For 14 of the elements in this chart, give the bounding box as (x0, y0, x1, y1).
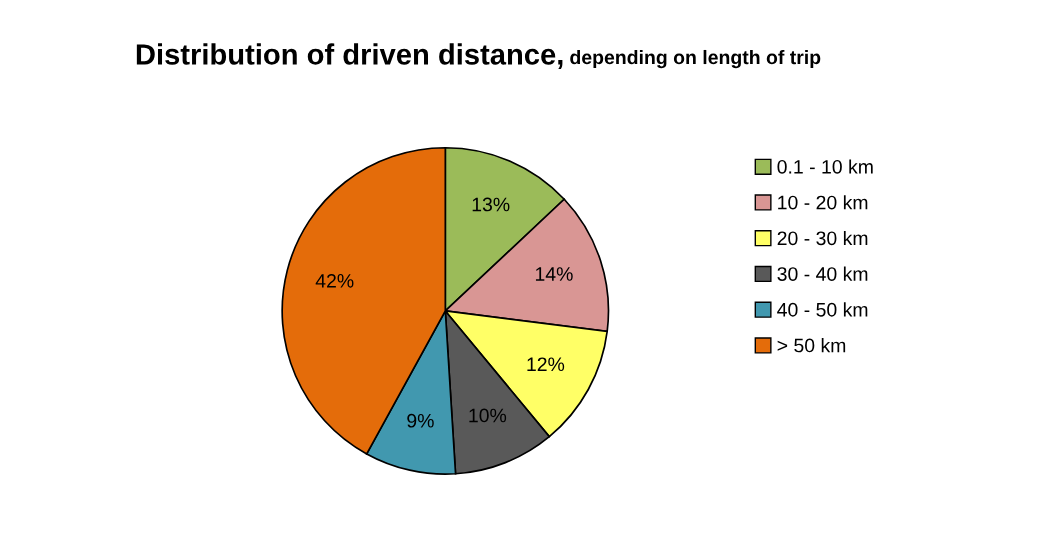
data-label: 13% (472, 197, 510, 212)
legend-label: 40 - 50 km (777, 302, 868, 317)
data-label: 42% (315, 273, 354, 288)
data-label: 14% (535, 267, 573, 281)
legend-label: 20 - 30 km (777, 230, 868, 246)
legend-label: 0.1 - 10 km (777, 159, 873, 174)
chart-title: Distribution of driven distance, (136, 43, 563, 69)
data-label: 9% (407, 413, 434, 428)
legend-label: > 50 km (777, 338, 846, 353)
data-label: 10% (469, 408, 507, 423)
chart-subtitle: depending on length of trip (570, 49, 821, 69)
legend-label: 30 - 40 km (777, 266, 868, 281)
legend-label: 10 - 20 km (778, 195, 868, 210)
data-label: 12% (527, 357, 565, 372)
